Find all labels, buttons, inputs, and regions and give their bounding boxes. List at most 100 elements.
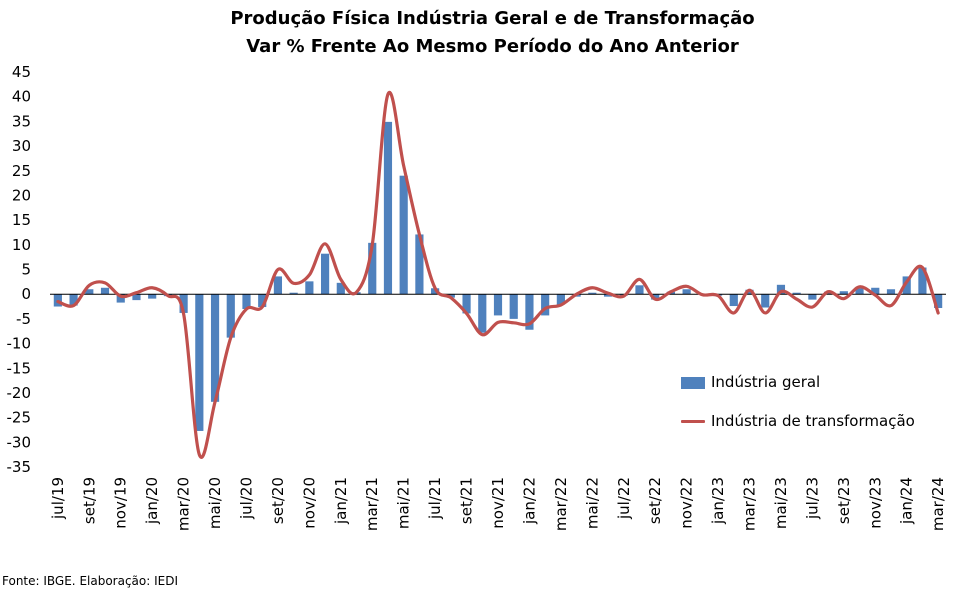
bar-industria-geral <box>289 292 298 295</box>
x-tick-label: jan/24 <box>898 477 916 525</box>
bar-industria-geral <box>855 288 864 295</box>
bar-industria-geral <box>651 294 660 300</box>
bar-industria-geral <box>305 281 314 295</box>
bar-industria-geral <box>871 287 880 295</box>
y-tick-label: -10 <box>7 335 32 353</box>
legend-item-industria-geral: Indústria geral <box>681 373 820 391</box>
bar-industria-geral <box>179 294 188 313</box>
y-tick-label: 25 <box>12 162 31 180</box>
legend-item-industria-transformacao: Indústria de transformação <box>681 412 915 430</box>
bar-industria-geral <box>745 289 754 295</box>
x-tick-label: jan/23 <box>709 477 727 525</box>
bar-industria-geral <box>273 276 283 295</box>
bar-industria-geral <box>415 234 424 295</box>
bar-industria-geral <box>210 294 220 402</box>
y-tick-label: 20 <box>12 186 31 204</box>
x-tick-label: set/22 <box>646 477 664 524</box>
bar-industria-geral <box>839 291 848 295</box>
bar-industria-geral <box>525 294 534 330</box>
bar-industria-geral <box>242 294 251 309</box>
y-tick-label: 5 <box>21 261 31 279</box>
y-tick-label: 45 <box>12 63 31 81</box>
bar-industria-geral <box>478 294 487 333</box>
line-industria-transformacao <box>56 90 940 459</box>
source-note: Fonte: IBGE. Elaboração: IEDI <box>2 574 179 588</box>
x-tick-label: mar/20 <box>175 477 193 531</box>
x-tick-label: jul/20 <box>237 477 255 520</box>
bar-industria-geral <box>69 294 78 306</box>
bar-industria-geral <box>195 294 204 431</box>
bar-industria-geral <box>258 294 267 308</box>
x-tick-label: mai/20 <box>206 477 224 529</box>
x-tick-label: nov/23 <box>866 477 884 529</box>
y-tick-label: 15 <box>12 211 31 229</box>
legend-label: Indústria geral <box>711 373 821 391</box>
x-tick-label: nov/20 <box>300 477 318 529</box>
bar-industria-geral <box>603 294 613 297</box>
x-tick-label: mar/23 <box>741 477 759 531</box>
y-tick-label: 0 <box>21 285 31 303</box>
x-tick-label: jul/19 <box>49 477 67 520</box>
bar-industria-geral <box>808 294 817 300</box>
bar-industria-geral <box>368 242 377 295</box>
bar-industria-geral <box>148 294 157 299</box>
bar-industria-geral <box>462 294 471 314</box>
y-tick-label: 30 <box>12 137 31 155</box>
chart-title-line2: Var % Frente Ao Mesmo Período do Ano Ant… <box>246 36 739 57</box>
bar-industria-geral <box>493 294 503 316</box>
legend-line-swatch <box>681 420 705 423</box>
chart-title-line1: Produção Física Indústria Geral e de Tra… <box>230 8 755 29</box>
bar-industria-geral <box>934 294 943 309</box>
bar-industria-geral <box>116 294 125 303</box>
x-tick-label: jan/20 <box>143 477 161 525</box>
y-tick-label: -35 <box>7 458 32 476</box>
bar-industria-geral <box>918 267 927 295</box>
y-tick-label: -15 <box>7 359 32 377</box>
bar-industria-geral <box>85 289 94 295</box>
legend-label: Indústria de transformação <box>711 412 915 430</box>
bar-industria-geral <box>541 294 550 316</box>
bar-industria-geral <box>682 289 691 295</box>
y-tick-label: -20 <box>7 384 32 402</box>
bar-industria-geral <box>399 175 408 295</box>
bar-industria-geral <box>886 289 896 295</box>
x-tick-label: mar/21 <box>363 477 381 531</box>
x-tick-label: mai/22 <box>583 477 601 529</box>
y-tick-label: -25 <box>7 409 32 427</box>
bar-industria-geral <box>729 294 738 307</box>
bar-industria-geral <box>336 282 345 295</box>
y-tick-label: -5 <box>16 310 31 328</box>
y-tick-label: 10 <box>12 236 31 254</box>
x-tick-label: jul/21 <box>426 477 444 520</box>
bar-industria-geral <box>902 276 911 295</box>
x-tick-label: jul/22 <box>615 477 633 520</box>
x-tick-label: mar/22 <box>552 477 570 531</box>
bar-industria-geral <box>761 294 770 308</box>
x-tick-label: set/21 <box>458 477 476 524</box>
bar-industria-geral <box>321 253 330 295</box>
bar-industria-geral <box>635 285 644 295</box>
x-tick-label: jul/23 <box>803 477 821 520</box>
x-tick-label: nov/19 <box>112 477 130 529</box>
bar-industria-geral <box>556 294 565 305</box>
bar-industria-geral <box>132 294 141 301</box>
bar-industria-geral <box>588 292 597 295</box>
bar-industria-geral <box>776 284 786 295</box>
x-tick-label: jan/22 <box>520 477 538 525</box>
y-tick-label: 35 <box>12 112 31 130</box>
x-tick-label: nov/22 <box>678 477 696 529</box>
bar-industria-geral <box>383 121 393 295</box>
x-tick-label: set/19 <box>80 477 98 524</box>
x-tick-label: jan/21 <box>332 477 350 525</box>
y-tick-label: 40 <box>12 88 31 106</box>
x-tick-label: set/20 <box>269 477 287 524</box>
bar-industria-geral <box>226 294 235 338</box>
legend-bar-swatch <box>681 376 705 389</box>
y-tick-label: -30 <box>7 433 32 451</box>
bar-industria-geral <box>100 287 110 295</box>
x-tick-label: nov/21 <box>489 477 507 529</box>
x-tick-label: mar/24 <box>929 477 947 531</box>
bar-industria-geral <box>509 294 518 319</box>
x-tick-label: mai/23 <box>772 477 790 529</box>
